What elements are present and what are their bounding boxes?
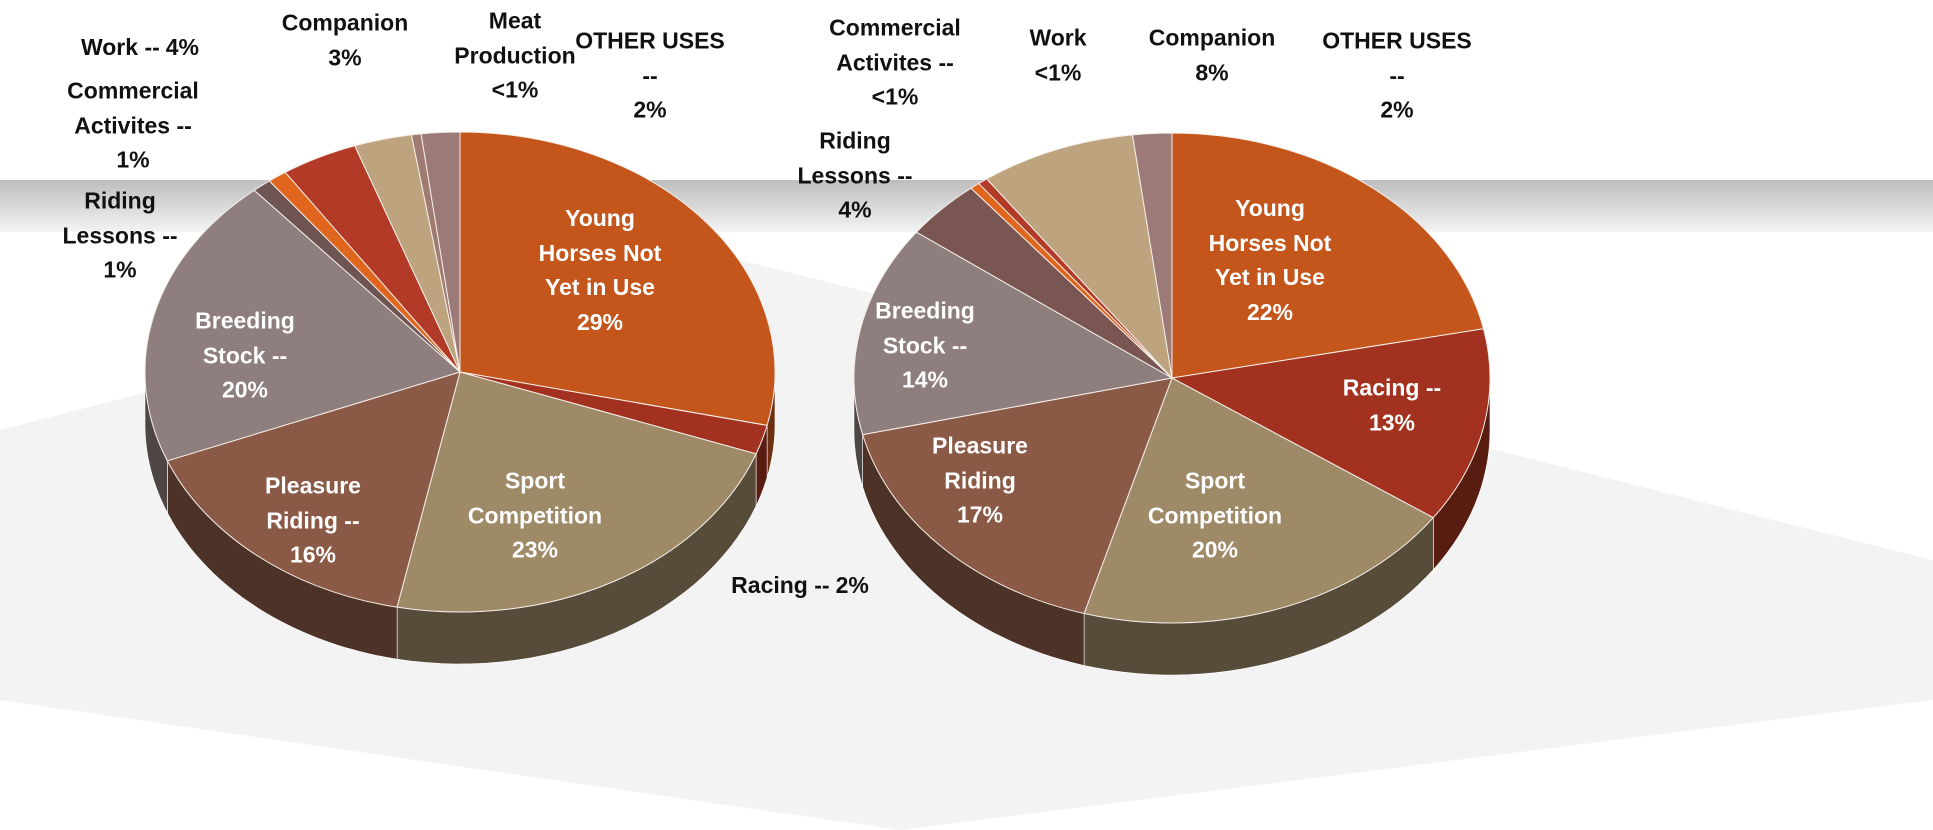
slice (459, 131, 776, 426)
value-label: 2% (1380, 96, 1414, 123)
value-label: 8% (1195, 59, 1229, 85)
category-label: Riding Lessons -- (797, 127, 913, 188)
slice-label: Pleasure Riding -- 16% (243, 468, 383, 572)
slice-label: Young Horses Not Yet in Use 29% (525, 201, 675, 339)
slice (985, 134, 1173, 380)
slice-label: Racing -- 2% (690, 568, 910, 603)
value-label: <1% (491, 76, 539, 103)
value-label: 4% (165, 33, 200, 60)
slice-label: Companion 3% (265, 6, 425, 75)
slice-label: Companion 8% (1132, 21, 1292, 90)
value-label: 22% (1246, 298, 1294, 325)
value-label: 17% (956, 501, 1004, 528)
value-label: 2% (835, 571, 869, 598)
category-label: Companion (1148, 24, 1276, 51)
slice-label: OTHER USES -- 2% (570, 23, 730, 127)
category-label: Riding Lessons -- (62, 187, 178, 248)
slice-label: Breeding Stock -- 20% (180, 303, 310, 407)
slice (166, 371, 461, 608)
value-label: <1% (1034, 59, 1082, 85)
slice-label: Breeding Stock -- 14% (860, 293, 990, 397)
category-label: Commercial Activites -- (829, 14, 961, 75)
slice (420, 131, 461, 373)
slice-label: Young Horses Not Yet in Use 22% (1195, 191, 1345, 329)
slice-label: OTHER USES -- 2% (1317, 23, 1477, 127)
value-label: 23% (511, 536, 559, 563)
category-label: Breeding Stock -- (195, 307, 295, 368)
value-label: 20% (1191, 536, 1239, 563)
value-label: 4% (838, 196, 872, 223)
category-label: Companion (281, 9, 409, 36)
slice (1131, 132, 1173, 379)
category-label: OTHER USES -- (1322, 27, 1472, 88)
category-label: Young Horses Not Yet in Use (1208, 195, 1332, 290)
category-label: Breeding Stock -- (875, 297, 975, 358)
value-label: 14% (901, 366, 949, 393)
category-label: Young Horses Not Yet in Use (538, 205, 662, 300)
slice (1171, 132, 1485, 379)
slice-label: Riding Lessons -- 4% (785, 123, 925, 227)
category-label: Racing -- (731, 571, 830, 598)
value-label: 16% (289, 541, 337, 568)
category-label: Meat Production (454, 7, 576, 68)
slice-label: Work <1% (1008, 21, 1108, 90)
category-label: OTHER USES -- (575, 27, 725, 88)
value-label: 1% (116, 146, 150, 173)
category-label: Work -- (80, 33, 160, 60)
slice-label: Work -- 4% (40, 30, 240, 65)
slice (861, 377, 1173, 615)
slice-label: Commercial Activites -- 1% (48, 73, 218, 177)
category-label: Work (1029, 24, 1087, 51)
slice (396, 371, 757, 613)
slice (1083, 377, 1435, 624)
slice-label: Racing -- 13% (1327, 371, 1457, 440)
value-label: 2% (633, 96, 667, 123)
value-label: 1% (103, 256, 137, 283)
value-label: 20% (221, 376, 269, 403)
category-label: Racing -- (1342, 374, 1442, 401)
slice-label: Riding Lessons -- 1% (55, 183, 185, 287)
slice (853, 231, 1174, 436)
slice-label: Meat Production <1% (440, 3, 590, 107)
value-label: 29% (576, 308, 624, 335)
slice (144, 189, 462, 462)
category-label: Commercial Activites -- (67, 77, 199, 138)
slice (1170, 328, 1491, 519)
value-label: <1% (871, 83, 919, 110)
slice-label: Commercial Activites -- <1% (805, 10, 985, 114)
slice-label: Pleasure Riding 17% (910, 428, 1050, 532)
slice-label: Sport Competition 20% (1140, 463, 1290, 567)
category-label: Sport Competition (467, 467, 603, 528)
value-label: 3% (328, 44, 362, 70)
category-label: Pleasure Riding -- (265, 472, 361, 533)
category-label: Pleasure Riding (932, 432, 1028, 493)
slice-label: Sport Competition 23% (460, 463, 610, 567)
category-label: Sport Competition (1147, 467, 1283, 528)
value-label: 13% (1368, 409, 1416, 435)
